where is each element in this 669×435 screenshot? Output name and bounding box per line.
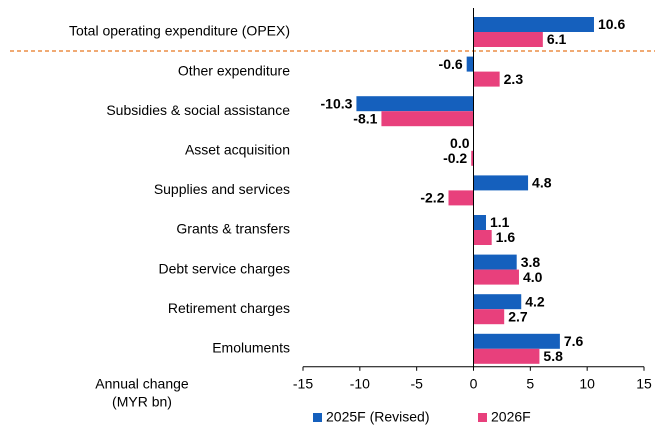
category-label: Total operating expenditure (OPEX) [69,23,290,39]
x-tick-label: 5 [526,376,534,392]
bar [356,96,474,112]
x-tick-label: 0 [470,376,478,392]
category-label: Supplies and services [154,181,290,197]
x-axis-label: Annual change [95,376,189,392]
value-label: -10.3 [321,95,353,111]
category-label: Asset acquisition [185,142,290,158]
value-label: -0.2 [443,150,467,166]
bar [473,215,487,230]
bar [473,17,594,32]
value-label: 7.6 [564,333,584,349]
category-label: Emoluments [212,340,290,356]
bar [473,71,500,87]
value-label: 1.1 [490,214,510,230]
bar [473,348,540,364]
x-tick-label: 10 [579,376,595,392]
value-label: -8.1 [353,110,377,126]
bar [473,254,517,270]
x-axis-label: (MYR bn) [112,394,172,410]
legend-swatch [478,413,487,422]
bar [381,111,474,127]
category-label: Retirement charges [168,300,290,316]
value-label: 2.3 [504,71,524,87]
x-tick-label: -10 [350,376,370,392]
legend-label: 2026F [491,409,531,425]
bar [473,309,505,325]
legend-swatch [313,413,322,422]
bar [473,333,560,349]
bar [473,230,492,245]
x-tick-label: -15 [293,376,313,392]
category-label: Grants & transfers [176,221,290,237]
x-tick-label: 15 [636,376,652,392]
value-label: 1.6 [496,229,516,245]
value-label: 5.8 [543,348,563,364]
value-label: 2.7 [508,308,528,324]
value-label: 0.0 [450,135,470,151]
x-tick-label: -5 [410,376,423,392]
value-label: 4.8 [532,175,552,191]
category-label: Other expenditure [178,62,290,78]
bar [471,150,474,166]
value-label: 6.1 [547,31,567,47]
bar [448,190,474,206]
legend-label: 2025F (Revised) [326,409,430,425]
value-label: 4.0 [523,269,543,285]
category-label: Subsidies & social assistance [106,102,290,118]
bar [473,32,543,47]
bar [473,269,519,285]
bar [473,294,522,310]
value-label: -0.6 [439,56,463,72]
category-label: Debt service charges [158,260,290,276]
bar [473,175,529,191]
bar [466,56,474,72]
value-label: 4.2 [525,293,545,309]
value-label: 10.6 [598,16,625,32]
value-label: 3.8 [521,254,541,270]
value-label: -2.2 [420,190,444,206]
